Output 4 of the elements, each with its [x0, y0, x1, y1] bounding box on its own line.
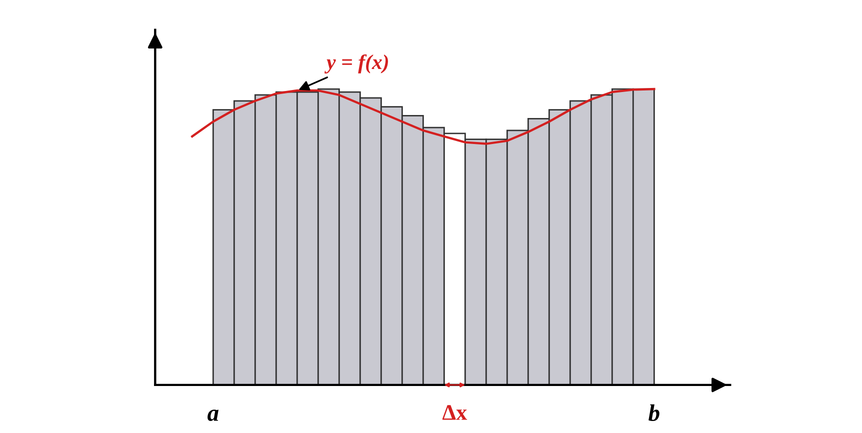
text: Δx [442, 405, 468, 420]
text: y = f(x) [324, 54, 388, 74]
text: a [208, 410, 218, 422]
text: b [648, 404, 660, 422]
